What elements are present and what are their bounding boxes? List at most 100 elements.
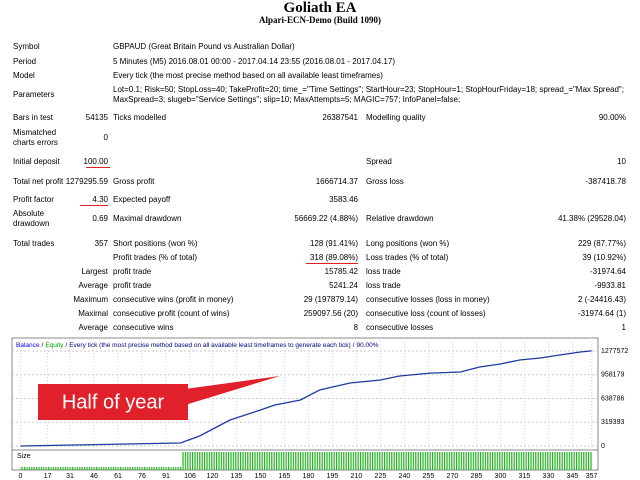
size-bars xyxy=(182,452,592,470)
x-tick-label: 17 xyxy=(44,473,52,480)
row-label: Gross loss xyxy=(366,177,404,186)
row-label: Relative drawdown xyxy=(366,214,434,223)
row-label: Profit factor xyxy=(13,195,54,204)
row-label: Lot=0.1; Risk=50; StopLoss=40; TakeProfi… xyxy=(113,85,624,104)
x-tick-label: 285 xyxy=(471,473,483,480)
row-label: profit trade xyxy=(113,281,152,290)
size-bars-small xyxy=(20,467,182,470)
row-label: consecutive wins (profit in money) xyxy=(113,295,234,304)
row-value: 128 (91.41%) xyxy=(309,239,358,248)
row-label: Modelling quality xyxy=(366,113,426,122)
row-label: Short positions (won %) xyxy=(113,239,198,248)
row-label: Mismatched charts errors xyxy=(13,128,58,147)
row-value: -31974.64 xyxy=(589,267,626,276)
row-value: 259097.56 (20) xyxy=(303,309,358,318)
legend-item: Equity xyxy=(45,342,64,349)
x-tick-label: 357 xyxy=(586,473,598,480)
legend: Balance / Equity / Every tick (the most prec… xyxy=(16,342,379,349)
row-value: -31974.64 (1) xyxy=(577,309,626,318)
row-label: loss trade xyxy=(366,281,401,290)
row-label: Gross profit xyxy=(113,177,155,186)
legend-item: 90.00% xyxy=(356,342,379,349)
row-value: Average xyxy=(78,281,108,290)
row-label: Period xyxy=(13,57,37,66)
x-tick-label: 300 xyxy=(495,473,507,480)
underline xyxy=(80,205,108,206)
row-label: 5 Minutes (M5) 2016.08.01 00:00 - 2017.0… xyxy=(113,57,395,66)
row-label: GBPAUD (Great Britain Pound vs Australia… xyxy=(113,42,295,51)
row-label: Symbol xyxy=(13,42,40,51)
x-tick-label: 195 xyxy=(327,473,339,480)
row-label: consecutive losses (loss in money) xyxy=(366,295,490,304)
row-value: 0.69 xyxy=(92,214,108,223)
legend-separator: / xyxy=(352,342,355,349)
row-value: Largest xyxy=(81,267,108,276)
row-value: 56669.22 (4.88%) xyxy=(294,214,358,223)
callout: Half of year xyxy=(38,376,280,420)
size-label: Size xyxy=(17,453,31,460)
row-value: 41.38% (29528.04) xyxy=(557,214,626,223)
row-value: 1279295.59 xyxy=(65,177,108,186)
row-value: 39 (10.92%) xyxy=(582,253,626,262)
x-tick-label: 345 xyxy=(567,473,579,480)
y-tick-label: 958179 xyxy=(601,372,624,379)
row-label: Total trades xyxy=(13,239,55,248)
row-value: 229 (87.77%) xyxy=(577,239,626,248)
x-tick-label: 180 xyxy=(303,473,315,480)
row-value: 15785.42 xyxy=(324,267,358,276)
x-tick-label: 135 xyxy=(231,473,243,480)
x-tick-label: 61 xyxy=(114,473,122,480)
x-tick-label: 46 xyxy=(90,473,98,480)
x-tick-label: 330 xyxy=(543,473,555,480)
y-tick-label: 638786 xyxy=(601,395,624,402)
row-value: 100.00 xyxy=(83,157,108,166)
row-value: 26387541 xyxy=(322,113,358,122)
legend-separator: / xyxy=(65,342,68,349)
row-label: Parameters xyxy=(13,90,55,99)
x-tick-label: 255 xyxy=(423,473,435,480)
x-tick-label: 225 xyxy=(375,473,387,480)
row-label: consecutive profit (count of wins) xyxy=(113,309,230,318)
annotation: Half of year xyxy=(62,391,165,413)
row-label: Profit trades (% of total) xyxy=(113,253,198,262)
row-value: 54135 xyxy=(85,113,108,122)
balance-line xyxy=(20,350,592,447)
row-label: Initial deposit xyxy=(13,157,60,166)
x-tick-label: 91 xyxy=(162,473,170,480)
x-tick-label: 270 xyxy=(447,473,459,480)
x-tick-label: 210 xyxy=(351,473,363,480)
row-label: profit trade xyxy=(113,267,152,276)
row-label: Long positions (won %) xyxy=(366,239,450,248)
row-value: 90.00% xyxy=(598,113,626,122)
legend-separator: / xyxy=(41,342,44,349)
row-value: -387418.78 xyxy=(585,177,626,186)
y-tick-label: 0 xyxy=(601,443,605,450)
row-label: Maximal drawdown xyxy=(113,214,182,223)
row-value: -9933.81 xyxy=(594,281,626,290)
y-tick-label: 319393 xyxy=(601,419,624,426)
row-label: Every tick (the most precise method base… xyxy=(113,71,383,80)
row-value: 3583.46 xyxy=(329,195,358,204)
row-value: Maximal xyxy=(78,309,108,318)
underline xyxy=(86,167,110,168)
row-label: Model xyxy=(13,71,35,80)
legend-item: Balance xyxy=(16,342,40,349)
row-label: Absolute drawdown xyxy=(13,209,50,228)
row-label: consecutive loss (count of losses) xyxy=(366,309,486,318)
x-tick-label: 76 xyxy=(138,473,146,480)
row-value: 2 (-24416.43) xyxy=(577,295,626,304)
row-label: loss trade xyxy=(366,267,401,276)
legend-item: Every tick (the most precise method base… xyxy=(69,342,351,349)
row-value: 357 xyxy=(94,239,108,248)
row-label: Total net profit xyxy=(13,177,64,186)
row-label: Ticks modelled xyxy=(113,113,167,122)
row-value: 5241.24 xyxy=(329,281,358,290)
row-value: 1666714.37 xyxy=(315,177,358,186)
row-value: 4.30 xyxy=(92,195,108,204)
row-value: 0 xyxy=(103,133,108,142)
x-tick-label: 315 xyxy=(519,473,531,480)
x-tick-label: 0 xyxy=(18,473,22,480)
row-label: Loss trades (% of total) xyxy=(366,253,449,262)
subtitle: Alpari-ECN-Demo (Build 1090) xyxy=(259,15,381,25)
